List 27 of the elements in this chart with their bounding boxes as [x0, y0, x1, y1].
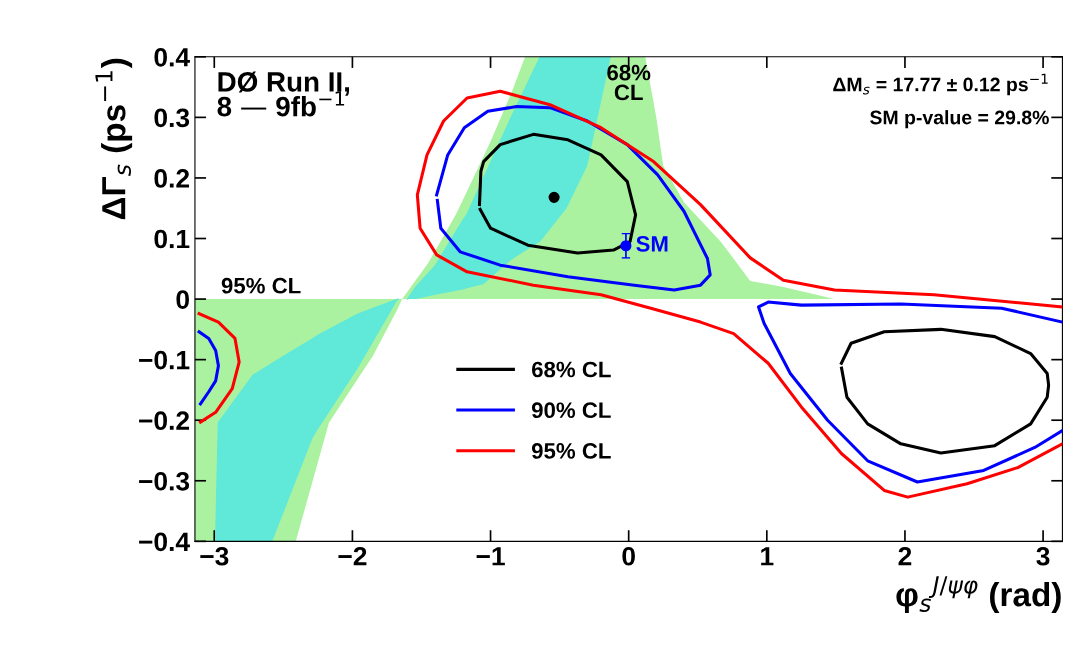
- annotation: DØ Run II, 8 — 9fb$^{−1}$: [217, 71, 350, 117]
- y-tick-label: −0.2: [139, 411, 190, 431]
- annotation: 95% CL: [221, 277, 301, 294]
- annotation: 68% CL: [607, 64, 651, 101]
- y-tick-label: 0.2: [154, 169, 190, 188]
- legend-label: 90% CL: [531, 402, 611, 419]
- x-tick-label: 0: [622, 546, 635, 566]
- x-tick-label: 3: [1036, 546, 1050, 566]
- legend-label: 68% CL: [531, 361, 611, 378]
- x-tick-label: −3: [200, 546, 229, 566]
- y-tick-label: −0.1: [139, 350, 190, 370]
- x-tick-label: −1: [476, 547, 505, 566]
- x-tick-label: 1: [761, 547, 774, 566]
- annotation: SM: [636, 236, 668, 252]
- x-tick-label: 2: [898, 546, 912, 566]
- annotation: SM p-value = 29.8%: [870, 110, 1049, 129]
- y-tick-label: 0.1: [154, 229, 190, 249]
- legend-label: 95% CL: [531, 443, 611, 459]
- x-axis-title: φ$_{s}$$^{J/ψφ}$ (rad): [896, 576, 1061, 614]
- y-tick-label: 0.3: [154, 108, 190, 128]
- y-tick-label: −0.3: [139, 471, 190, 491]
- y-tick-label: −0.4: [139, 532, 190, 552]
- x-tick-label: −2: [338, 546, 367, 566]
- y-tick-label: 0: [176, 290, 189, 309]
- y-axis-title: ΔΓ$_{s}$ (ps$^{−1}$): [95, 58, 133, 220]
- annotation: ΔM$_{s}$ = 17.77 ± 0.12 ps$^{−1}$: [833, 73, 1048, 96]
- y-tick-label: 0.4: [154, 47, 190, 67]
